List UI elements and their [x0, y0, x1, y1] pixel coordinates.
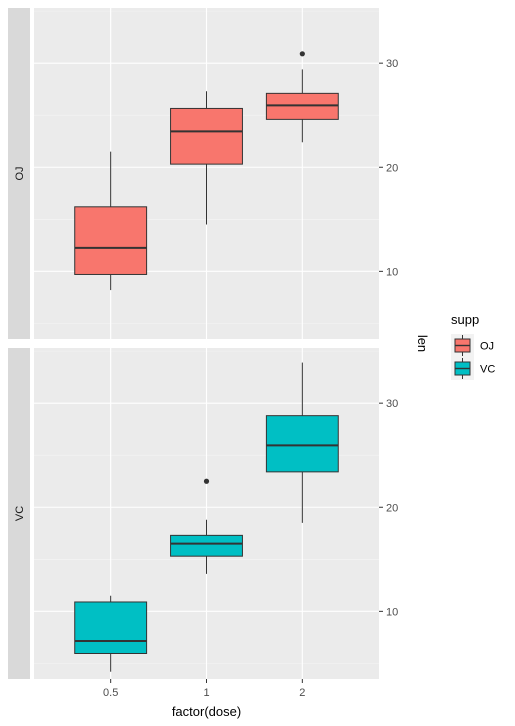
- strip-background: [8, 8, 30, 339]
- legend-title: supp: [451, 312, 479, 327]
- strip-background: [8, 348, 30, 679]
- legend-label: OJ: [480, 341, 494, 353]
- strip-vc: VC: [8, 348, 30, 679]
- strip-label: OJ: [14, 166, 26, 180]
- x-axis-title: factor(dose): [172, 704, 241, 719]
- legend-item-oj: OJ: [451, 334, 494, 357]
- y-tick-label: 20: [386, 502, 398, 514]
- x-tick-label: 2: [299, 687, 305, 699]
- legend-item-vc: VC: [451, 357, 495, 380]
- y-tick-label: 30: [386, 398, 398, 410]
- legend: supp OJ VC: [451, 312, 495, 380]
- legend-label: VC: [480, 364, 495, 376]
- box: [170, 107, 243, 165]
- box-oj-2: [265, 51, 339, 143]
- box: [74, 206, 148, 275]
- box: [74, 601, 148, 654]
- strip-oj: OJ: [8, 8, 30, 339]
- outlier-point: [299, 51, 305, 57]
- box: [170, 534, 243, 557]
- box-oj-1: [170, 91, 243, 225]
- y-tick-label: 10: [386, 606, 398, 618]
- panel-vc: [34, 348, 379, 679]
- y-tick-label: 30: [386, 58, 398, 70]
- strip-label: VC: [14, 506, 26, 521]
- box: [265, 92, 339, 120]
- y-tick-label: 20: [386, 162, 398, 174]
- x-tick-label: 0.5: [103, 687, 118, 699]
- box-oj-0.5: [74, 151, 148, 291]
- x-tick-label: 1: [203, 687, 209, 699]
- box-vc-0.5: [74, 595, 148, 672]
- panel-oj: [34, 8, 379, 339]
- box: [265, 415, 339, 473]
- box-vc-2: [265, 362, 339, 523]
- outlier-point: [203, 478, 210, 484]
- y-axis-title: len: [415, 335, 430, 352]
- y-tick-label: 10: [386, 266, 398, 278]
- box-vc-1: [170, 478, 243, 574]
